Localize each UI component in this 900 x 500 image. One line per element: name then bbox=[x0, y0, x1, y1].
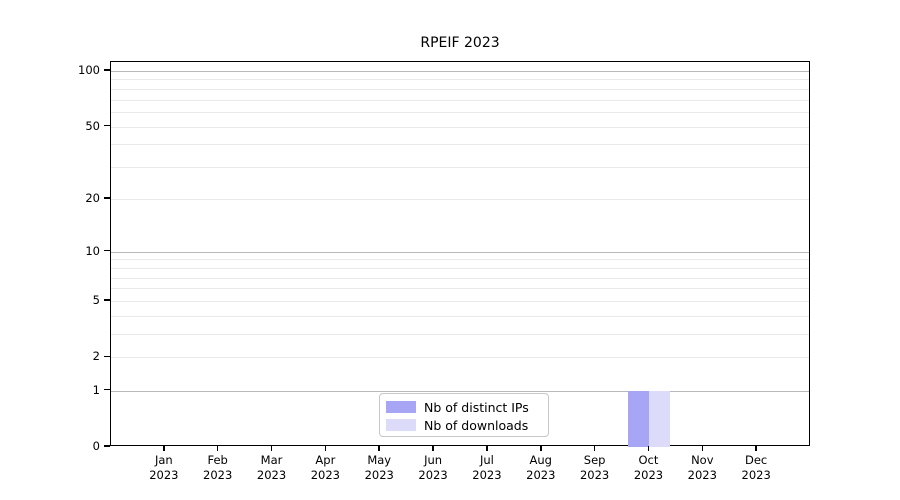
gridline-y-6 bbox=[111, 288, 809, 290]
gridline-y-7 bbox=[111, 277, 809, 279]
x-tick-label-mar: Mar 2023 bbox=[242, 453, 302, 483]
x-tick-jun bbox=[432, 446, 434, 451]
y-tick-label-5: 5 bbox=[92, 293, 100, 308]
legend-entry-downloads: Nb of downloads bbox=[386, 417, 528, 433]
legend-swatch-downloads bbox=[386, 419, 416, 431]
legend-label-distinct-ips: Nb of distinct IPs bbox=[424, 399, 529, 415]
x-tick-label-may: May 2023 bbox=[349, 453, 409, 483]
x-tick-year-aug: 2023 bbox=[526, 468, 556, 482]
legend: Nb of distinct IPs Nb of downloads bbox=[379, 393, 549, 437]
gridline-y-5 bbox=[111, 301, 809, 303]
y-tick-label-100: 100 bbox=[78, 63, 100, 77]
x-tick-month-jun: Jun bbox=[424, 453, 443, 467]
y-tick-2 bbox=[104, 355, 110, 358]
x-tick-year-oct: 2023 bbox=[633, 468, 664, 482]
y-tick-label-10: 10 bbox=[85, 243, 100, 258]
x-tick-oct bbox=[647, 446, 650, 451]
x-tick-label-dec: Dec 2023 bbox=[726, 453, 786, 483]
gridline-y-10 bbox=[111, 251, 809, 253]
gridline-y-50 bbox=[111, 126, 809, 128]
legend-swatch-distinct-ips bbox=[386, 401, 416, 413]
x-tick-month-feb: Feb bbox=[207, 453, 228, 467]
y-tick-label-0: 0 bbox=[92, 439, 100, 453]
y-tick-100 bbox=[104, 69, 110, 71]
gridline-y-90 bbox=[111, 79, 809, 81]
x-tick-label-apr: Apr 2023 bbox=[295, 453, 355, 483]
x-tick-month-jul: Jul bbox=[479, 453, 494, 467]
gridline-y-3 bbox=[111, 334, 809, 336]
y-tick-label-1: 1 bbox=[92, 382, 100, 397]
x-tick-nov bbox=[701, 446, 704, 451]
x-tick-month-jan: Jan bbox=[154, 453, 173, 467]
y-tick-10 bbox=[104, 249, 110, 252]
gridline-y-9 bbox=[111, 259, 809, 261]
gridline-y-60 bbox=[111, 112, 809, 114]
x-tick-year-dec: 2023 bbox=[741, 468, 771, 482]
gridline-y-1 bbox=[111, 390, 809, 392]
x-tick-month-dec: Dec bbox=[745, 453, 768, 467]
legend-label-downloads: Nb of downloads bbox=[424, 417, 529, 433]
x-tick-year-jan: 2023 bbox=[149, 468, 179, 482]
x-tick-mar bbox=[270, 446, 273, 451]
plot-area: Nb of distinct IPs Nb of downloads bbox=[110, 61, 810, 447]
x-tick-label-feb: Feb 2023 bbox=[188, 453, 248, 483]
x-tick-year-jun: 2023 bbox=[418, 468, 448, 482]
x-tick-month-nov: Nov bbox=[691, 453, 714, 467]
x-tick-year-feb: 2023 bbox=[203, 468, 233, 482]
gridline-y-100 bbox=[111, 71, 809, 72]
x-tick-year-apr: 2023 bbox=[310, 468, 341, 482]
x-tick-dec bbox=[755, 446, 757, 451]
x-tick-label-sep: Sep 2023 bbox=[565, 453, 625, 483]
x-tick-year-may: 2023 bbox=[364, 468, 394, 482]
x-tick-month-aug: Aug bbox=[529, 453, 552, 467]
y-tick-1 bbox=[104, 388, 110, 391]
x-tick-label-jul: Jul 2023 bbox=[457, 453, 517, 483]
gridline-y-30 bbox=[111, 167, 809, 169]
x-tick-month-oct: Oct bbox=[638, 453, 659, 467]
y-tick-50 bbox=[104, 124, 110, 127]
x-tick-may bbox=[378, 446, 381, 451]
x-tick-year-mar: 2023 bbox=[256, 468, 287, 482]
x-tick-year-jul: 2023 bbox=[472, 468, 502, 482]
x-tick-feb bbox=[216, 446, 219, 451]
gridline-y-70 bbox=[111, 99, 809, 101]
y-tick-label-20: 20 bbox=[85, 190, 100, 205]
y-tick-20 bbox=[104, 197, 110, 199]
x-tick-aug bbox=[539, 446, 542, 451]
x-tick-month-may: May bbox=[367, 453, 392, 467]
x-tick-year-sep: 2023 bbox=[579, 468, 610, 482]
y-tick-5 bbox=[104, 299, 110, 301]
x-tick-jan bbox=[163, 446, 165, 451]
legend-entry-distinct-ips: Nb of distinct IPs bbox=[386, 399, 529, 415]
x-tick-month-mar: Mar bbox=[260, 453, 283, 467]
x-tick-jul bbox=[486, 446, 488, 451]
y-tick-0 bbox=[104, 445, 110, 447]
x-tick-month-sep: Sep bbox=[583, 453, 606, 467]
y-tick-label-50: 50 bbox=[85, 118, 100, 133]
x-tick-label-oct: Oct 2023 bbox=[618, 453, 678, 483]
x-tick-label-jan: Jan 2023 bbox=[134, 453, 194, 483]
x-tick-label-jun: Jun 2023 bbox=[403, 453, 463, 483]
gridline-y-4 bbox=[111, 315, 809, 317]
x-tick-label-nov: Nov 2023 bbox=[672, 453, 732, 483]
gridline-y-40 bbox=[111, 144, 809, 146]
gridline-y-80 bbox=[111, 88, 809, 90]
bar-nb-of-distinct-ips-oct bbox=[628, 390, 650, 447]
gridline-y-8 bbox=[111, 267, 809, 269]
x-tick-month-apr: Apr bbox=[315, 453, 336, 467]
x-tick-label-aug: Aug 2023 bbox=[511, 453, 571, 483]
bar-nb-of-downloads-oct bbox=[649, 390, 671, 447]
y-tick-label-2: 2 bbox=[92, 349, 100, 364]
gridline-y-2 bbox=[111, 357, 809, 359]
x-tick-apr bbox=[324, 446, 327, 451]
x-tick-sep bbox=[593, 446, 596, 451]
x-tick-year-nov: 2023 bbox=[687, 468, 717, 482]
gridline-y-20 bbox=[111, 198, 809, 200]
chart-title: RPEIF 2023 bbox=[420, 35, 500, 51]
